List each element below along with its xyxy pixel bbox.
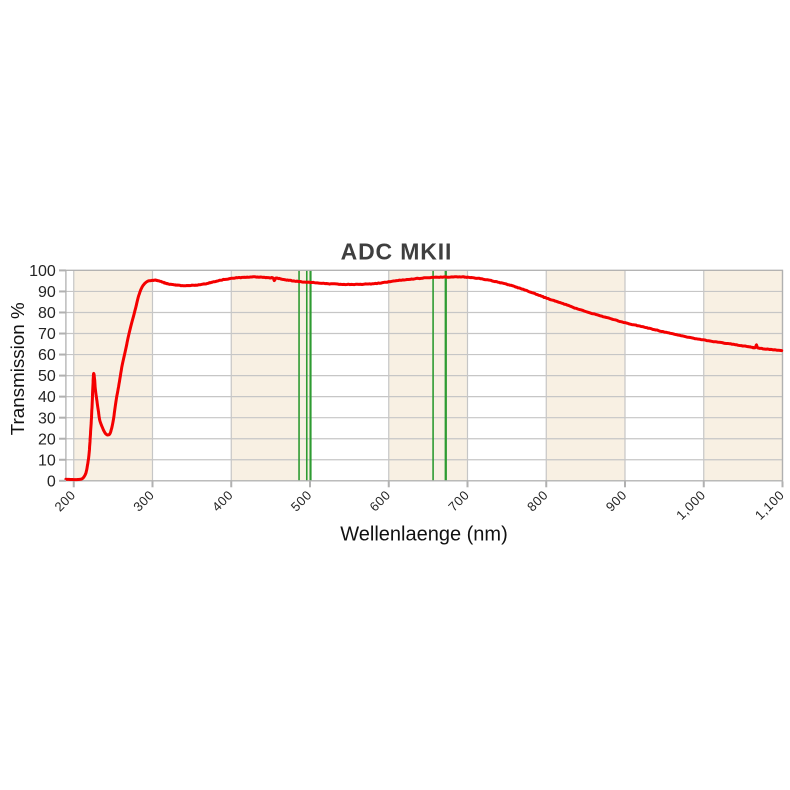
svg-text:Transmission %: Transmission % bbox=[7, 302, 28, 435]
svg-text:80: 80 bbox=[38, 305, 56, 322]
svg-text:0: 0 bbox=[47, 473, 56, 490]
svg-text:20: 20 bbox=[38, 431, 56, 448]
svg-text:50: 50 bbox=[38, 368, 56, 385]
svg-text:60: 60 bbox=[38, 347, 56, 364]
svg-text:90: 90 bbox=[38, 284, 56, 301]
svg-text:70: 70 bbox=[38, 326, 56, 343]
svg-text:40: 40 bbox=[38, 389, 56, 406]
svg-text:Wellenlaenge (nm): Wellenlaenge (nm) bbox=[340, 524, 508, 546]
svg-text:30: 30 bbox=[38, 410, 56, 427]
svg-text:ADC MKII: ADC MKII bbox=[341, 239, 453, 265]
svg-text:100: 100 bbox=[29, 263, 56, 280]
svg-text:10: 10 bbox=[38, 452, 56, 469]
